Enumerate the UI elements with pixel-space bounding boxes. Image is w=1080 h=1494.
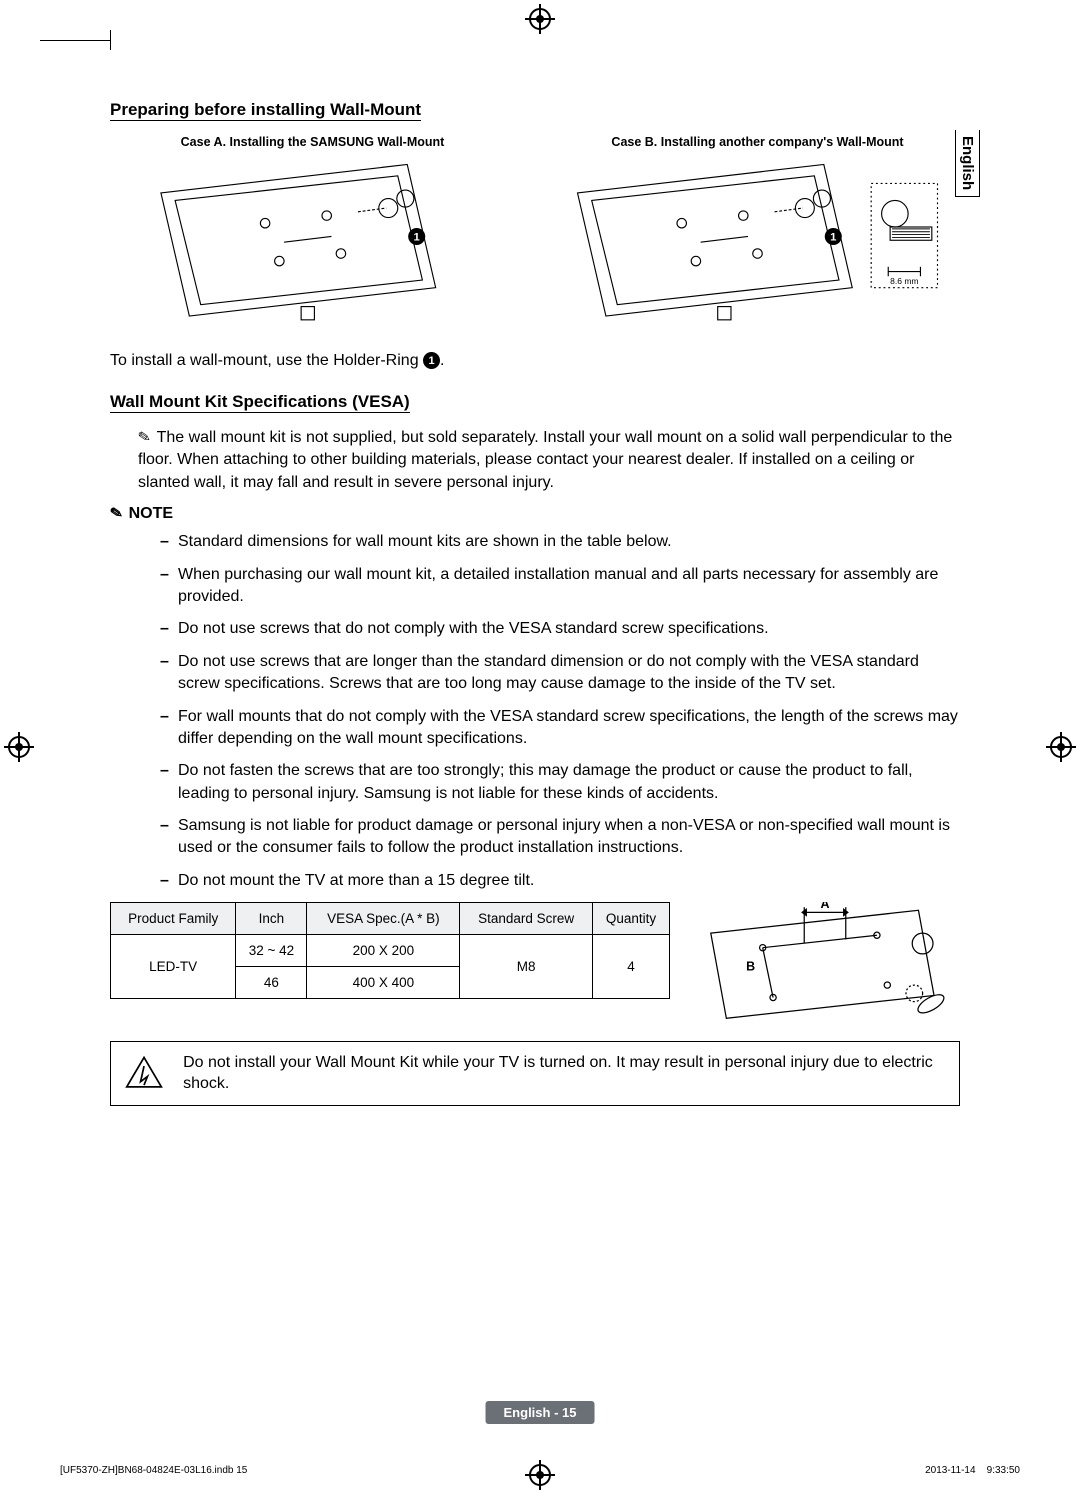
th-product-family: Product Family — [111, 903, 236, 935]
list-item: Do not use screws that are longer than t… — [160, 651, 960, 696]
list-item: Do not fasten the screws that are too st… — [160, 760, 960, 805]
td-vesa: 200 X 200 — [307, 935, 460, 967]
list-item: Do not use screws that do not comply wit… — [160, 618, 960, 640]
crop-line-h — [40, 40, 110, 41]
heading-preparing: Preparing before installing Wall-Mount — [110, 100, 421, 121]
td-inch: 32 ~ 42 — [236, 935, 307, 967]
holder-text-pre: To install a wall-mount, use the Holder-… — [110, 352, 423, 369]
spacer-dim-label: 8.6 mm — [890, 276, 918, 286]
reg-mark-left — [8, 736, 30, 758]
td-vesa: 400 X 400 — [307, 967, 460, 999]
case-a-title: Case A. Installing the SAMSUNG Wall-Moun… — [110, 135, 515, 149]
footer-filename: [UF5370-ZH]BN68-04824E-03L16.indb 15 — [60, 1465, 247, 1476]
warning-text: Do not install your Wall Mount Kit while… — [183, 1052, 945, 1095]
td-qty: 4 — [592, 935, 669, 999]
th-inch: Inch — [236, 903, 307, 935]
svg-text:1: 1 — [414, 231, 420, 243]
reg-mark-right — [1050, 736, 1072, 758]
label-a: A — [821, 902, 830, 911]
spec-table: Product Family Inch VESA Spec.(A * B) St… — [110, 902, 670, 999]
td-inch: 46 — [236, 967, 307, 999]
list-item: Samsung is not liable for product damage… — [160, 815, 960, 860]
th-qty: Quantity — [592, 903, 669, 935]
list-item: Do not mount the TV at more than a 15 de… — [160, 870, 960, 892]
list-item: Standard dimensions for wall mount kits … — [160, 531, 960, 553]
td-product-family: LED-TV — [111, 935, 236, 999]
warning-box: Do not install your Wall Mount Kit while… — [110, 1041, 960, 1106]
list-item: For wall mounts that do not comply with … — [160, 706, 960, 751]
language-tab: English — [955, 130, 980, 197]
th-screw: Standard Screw — [460, 903, 593, 935]
case-a-diagram: 1 — [110, 155, 515, 335]
vesa-diagram: A B — [690, 902, 960, 1027]
case-b: Case B. Installing another company's Wal… — [555, 135, 960, 340]
reg-mark-bottom — [529, 1464, 551, 1486]
note-heading: ✎NOTE — [110, 504, 960, 523]
case-row: Case A. Installing the SAMSUNG Wall-Moun… — [110, 135, 960, 340]
footer-page-label: English - 15 — [486, 1401, 595, 1424]
pencil-icon: ✎ — [109, 503, 125, 523]
case-a: Case A. Installing the SAMSUNG Wall-Moun… — [110, 135, 515, 340]
page-content: English Preparing before installing Wall… — [110, 100, 960, 1106]
intro-text: The wall mount kit is not supplied, but … — [138, 429, 952, 491]
table-header-row: Product Family Inch VESA Spec.(A * B) St… — [111, 903, 670, 935]
warning-icon — [125, 1055, 163, 1091]
intro-paragraph: ✎The wall mount kit is not supplied, but… — [138, 427, 960, 494]
holder-ring-text: To install a wall-mount, use the Holder-… — [110, 352, 960, 370]
circle-1-icon: 1 — [423, 352, 440, 369]
reg-mark-top — [529, 8, 551, 30]
list-item: When purchasing our wall mount kit, a de… — [160, 564, 960, 609]
crop-line-v — [110, 30, 111, 50]
holder-text-post: . — [440, 352, 444, 369]
case-b-diagram: 8.6 mm 1 — [555, 155, 960, 335]
note-label: NOTE — [129, 505, 173, 522]
svg-text:1: 1 — [830, 231, 836, 243]
table-row: LED-TV 32 ~ 42 200 X 200 M8 4 — [111, 935, 670, 967]
label-b: B — [746, 960, 755, 974]
pencil-icon: ✎ — [136, 426, 152, 449]
case-b-title: Case B. Installing another company's Wal… — [555, 135, 960, 149]
heading-vesa: Wall Mount Kit Specifications (VESA) — [110, 392, 410, 413]
th-vesa: VESA Spec.(A * B) — [307, 903, 460, 935]
notes-list: Standard dimensions for wall mount kits … — [160, 531, 960, 892]
spec-row: Product Family Inch VESA Spec.(A * B) St… — [110, 902, 960, 1027]
td-screw: M8 — [460, 935, 593, 999]
footer-timestamp: 2013-11-14 9:33:50 — [925, 1465, 1020, 1476]
